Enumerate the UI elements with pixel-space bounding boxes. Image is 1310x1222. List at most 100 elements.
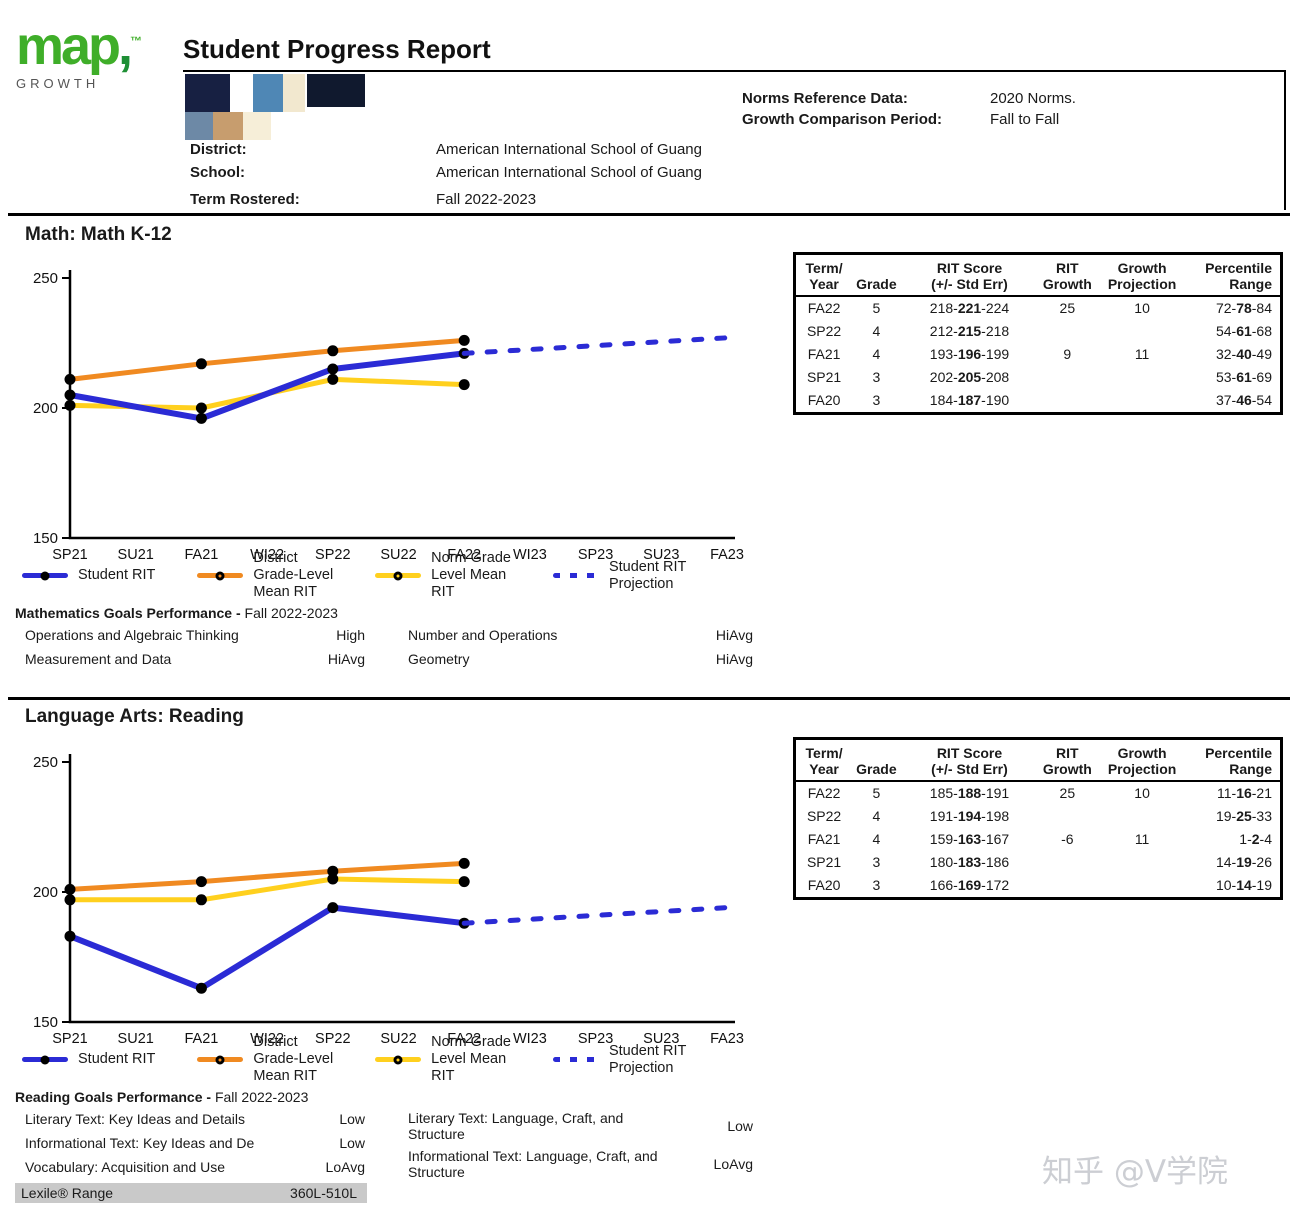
table-column-header: Term/Year <box>794 738 853 782</box>
x-tick-label: WI23 <box>513 547 547 563</box>
goal-value: HiAvg <box>327 651 365 667</box>
table-column-header: Growth Projection <box>1096 738 1188 782</box>
rit-score-cell: 184-187-190 <box>929 392 1010 408</box>
reading-goals-title: Reading Goals Performance - Fall 2022-20… <box>15 1089 308 1105</box>
growth-projection-cell: 10 <box>1134 785 1150 801</box>
rit-table-row: SP21 3 180-183-186 14-19-26 <box>795 851 1282 874</box>
rit-score-cell: 193-196-199 <box>929 346 1010 362</box>
table-header-row: Term/Year Grade RIT Score (+/- Std Err) RIT G… <box>794 253 1282 297</box>
reading-section-title: Language Arts: Reading <box>25 706 244 727</box>
growth-projection-cell <box>1096 851 1188 874</box>
growth-projection-cell <box>1096 874 1188 899</box>
data-point <box>64 373 76 385</box>
y-tick-label: 150 <box>33 1014 58 1031</box>
table-column-header: RIT Growth <box>1038 738 1097 782</box>
student-rit-projection-swatch <box>552 1057 599 1062</box>
x-tick-label: SU21 <box>118 1031 154 1047</box>
goals-title-term: Fall 2022-2023 <box>214 1089 309 1105</box>
data-point <box>64 930 76 942</box>
map-growth-logo: map,™ GROWTH <box>16 19 142 91</box>
rit-score-cell: 180-183-186 <box>929 854 1010 870</box>
goal-value: LoAvg <box>325 1159 365 1175</box>
goal-row: Number and Operations HiAvg <box>408 626 753 644</box>
reading-goals-right-column: Literary Text: Language, Craft, and Stru… <box>408 1110 753 1186</box>
rit-table-row: FA21 4 193-196-199 9 11 32-40-49 <box>795 343 1282 366</box>
x-tick-label: SU21 <box>118 547 154 563</box>
math-rit-line-chart: 150 200 250 SP21 SU21 FA21 WI22 SP22 SU22 FA22 WI2… <box>33 270 744 563</box>
data-point <box>195 402 207 414</box>
x-tick-label: FA23 <box>710 1031 744 1047</box>
legend-label: Norm Grade Level Mean RIT <box>431 1034 511 1084</box>
series-line <box>67 860 467 892</box>
school-info: District: American International School … <box>190 138 702 211</box>
y-tick-label: 250 <box>33 270 58 287</box>
rit-score-cell: 159-163-167 <box>929 831 1010 847</box>
x-tick-label: SU22 <box>380 1031 416 1047</box>
redaction-block <box>307 74 365 107</box>
math-goals-title: Mathematics Goals Performance - Fall 202… <box>15 605 338 621</box>
term-year-cell: FA21 <box>807 831 841 847</box>
term-rostered-label: Term Rostered: <box>190 191 300 208</box>
x-tick-label: SP21 <box>52 1031 87 1047</box>
growth-projection-cell <box>1096 366 1188 389</box>
term-year-cell: FA22 <box>807 785 841 801</box>
math-goals-left-column: Operations and Algebraic Thinking High Mea… <box>25 626 365 674</box>
term-year-cell: FA20 <box>807 392 841 408</box>
grade-cell: 3 <box>872 392 881 408</box>
x-tick-label: SP21 <box>52 547 87 563</box>
school-value: American International School of Guang <box>436 164 702 181</box>
term-rostered-value: Fall 2022-2023 <box>436 191 537 208</box>
norms-reference-value: 2020 Norms. <box>990 90 1076 107</box>
term-year-cell: FA21 <box>807 346 841 362</box>
series-line <box>67 350 468 422</box>
norm-grade-level-mean-rit-swatch <box>375 1055 422 1064</box>
x-tick-label: SP22 <box>315 1031 350 1047</box>
data-point <box>458 857 470 869</box>
x-tick-label: FA22 <box>447 547 481 563</box>
goal-row: Informational Text: Key Ideas and De Low <box>25 1134 365 1152</box>
data-point <box>195 982 207 994</box>
grade-cell: 4 <box>872 831 881 847</box>
rit-score-cell: 218-221-224 <box>929 300 1010 316</box>
data-point <box>195 358 207 370</box>
data-point <box>195 894 207 906</box>
percentile-range-cell: 37-46-54 <box>1215 392 1272 408</box>
rit-growth-cell <box>1038 389 1096 414</box>
grade-cell: 4 <box>872 346 881 362</box>
legend-student-rit: Student RIT <box>22 567 155 584</box>
percentile-range-cell: 1-2-4 <box>1239 831 1272 847</box>
norm-grade-level-mean-rit-swatch <box>375 571 422 580</box>
term-year-cell: FA20 <box>807 877 841 893</box>
reading-goals-left-column: Literary Text: Key Ideas and Details Low I… <box>25 1110 365 1182</box>
district-label: District: <box>190 141 247 158</box>
term-rostered-row: Term Rostered: Fall 2022-2023 <box>190 188 702 211</box>
goals-title-bold: Reading Goals Performance - <box>15 1089 215 1105</box>
rit-table-row: SP21 3 202-205-208 53-61-69 <box>795 366 1282 389</box>
goal-value: Low <box>339 1135 365 1151</box>
data-point <box>327 902 339 914</box>
goal-label: Geometry <box>408 651 470 667</box>
rit-growth-cell: 25 <box>1059 300 1076 316</box>
percentile-range-cell: 10-14-19 <box>1215 877 1272 893</box>
x-tick-label: SU22 <box>380 547 416 563</box>
watermark: 知乎 @V学院 <box>1042 1154 1229 1190</box>
goal-value: HiAvg <box>715 627 753 643</box>
redaction-block <box>213 112 243 140</box>
logo-growth-label: GROWTH <box>16 75 100 91</box>
table-column-header: Term/Year <box>794 253 853 297</box>
math-goals-right-column: Number and Operations HiAvg Geometry HiAvg <box>408 626 753 674</box>
lexile-label: Lexile® Range <box>21 1185 114 1201</box>
redaction-block <box>283 74 305 112</box>
goals-title-bold: Mathematics Goals Performance - <box>15 605 245 621</box>
legend-dot-icon <box>40 1055 50 1064</box>
x-tick-label: WI23 <box>513 1031 547 1047</box>
series-line <box>461 905 730 926</box>
rit-growth-cell: 25 <box>1059 785 1076 801</box>
series-line <box>67 904 468 992</box>
norms-info: Norms Reference Data: 2020 Norms. Growth… <box>742 88 1076 130</box>
growth-comparison-value: Fall to Fall <box>990 111 1060 128</box>
legend-student-rit-projection: Student RIT Projection <box>552 559 686 593</box>
student-rit-swatch <box>22 1055 68 1064</box>
data-point <box>64 399 76 411</box>
growth-projection-cell: 11 <box>1134 831 1150 847</box>
